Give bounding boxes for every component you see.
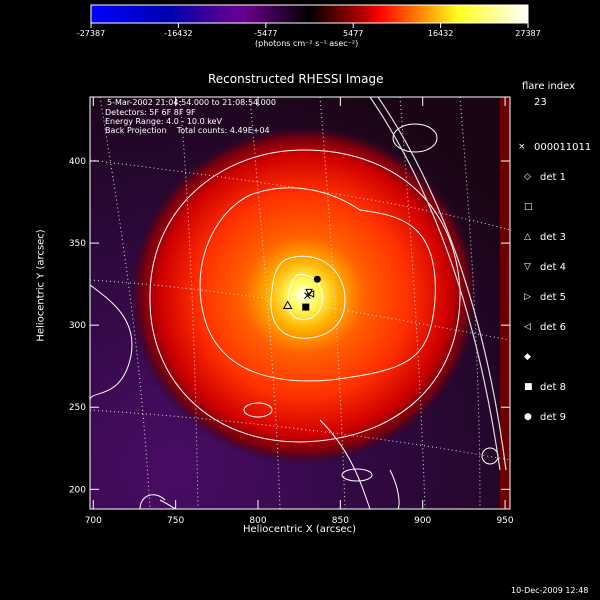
x-tick-label: 700 [85, 516, 102, 526]
y-tick-label: 200 [69, 485, 86, 495]
y-axis-label: Heliocentric Y (arcsec) [35, 229, 47, 342]
colorbar-tick-label: -16432 [164, 29, 192, 38]
legend-item-label: det 5 [540, 292, 566, 303]
legend-item-label: det 4 [540, 262, 566, 273]
legend-item-label: 000011011 [534, 142, 592, 153]
x-tick-label: 850 [332, 516, 349, 526]
colorbar-tick-label: 5477 [343, 29, 363, 38]
legend-item-label: det 6 [540, 322, 566, 333]
legend-symbol-icon: □ [524, 202, 533, 212]
legend-symbol-icon: ▷ [524, 292, 531, 302]
y-tick-label: 300 [69, 321, 86, 331]
legend-symbol-icon: ◆ [524, 352, 531, 362]
legend-item-label: det 3 [540, 232, 566, 243]
x-axis-label: Heliocentric X (arcsec) [243, 524, 357, 535]
legend-symbol-icon: ● [524, 412, 532, 422]
colorbar-tick-label: -27387 [77, 29, 105, 38]
annotation-detectors: Detectors: 5F 6F 8F 9F [105, 108, 196, 117]
marker-square [302, 303, 310, 311]
colorbar-tick-label: 27387 [515, 29, 540, 38]
axis-ticks: 700 750 800 850 900 950 200 250 300 350 400 [69, 97, 514, 526]
legend-symbol-icon: ◇ [524, 172, 531, 182]
y-tick-label: 350 [69, 239, 86, 249]
contour-lines [90, 123, 499, 509]
colorbar-units: (photons cm⁻² s⁻¹ asec⁻²) [255, 39, 359, 48]
x-tick-label: 900 [414, 516, 431, 526]
marker-circle [313, 275, 321, 283]
colorbar-ticks: -27387 -16432 -5477 5477 16432 27387 [77, 23, 541, 38]
legend-symbol-icon: ◁ [524, 322, 531, 332]
annotation-energy: Energy Range: 4.0 - 10.0 keV [105, 117, 222, 126]
colorbar-tick-label: 16432 [428, 29, 453, 38]
x-tick-label: 950 [496, 516, 513, 526]
legend-item-label: det 8 [540, 382, 566, 393]
legend-item-label: det 1 [540, 172, 566, 183]
colorbar [90, 4, 529, 24]
marker-triangle-left [306, 290, 315, 298]
annotation-method: Back Projection Total counts: 4.49E+04 [105, 126, 270, 135]
heatmap-image [90, 97, 510, 509]
flare-index-value: 23 [534, 97, 547, 108]
legend-title: flare index [522, 81, 576, 92]
y-tick-label: 250 [69, 403, 86, 413]
colorbar-tick-label: -5477 [254, 29, 277, 38]
annotation-time: 5-Mar-2002 21:04:54.000 to 21:08:54.000 [107, 98, 276, 107]
timestamp: 10-Dec-2009 12:48 [511, 586, 589, 595]
marker-triangle-up [282, 300, 293, 309]
legend-symbol-icon: ▽ [524, 262, 531, 272]
chart-title: Reconstructed RHESSI Image [208, 72, 384, 86]
x-tick-label: 750 [167, 516, 184, 526]
plot-frame [89, 96, 511, 510]
legend-item-label: det 9 [540, 412, 566, 423]
legend-symbol-icon: × [518, 142, 526, 152]
x-tick-label: 800 [249, 516, 266, 526]
y-tick-label: 400 [69, 157, 86, 167]
detector-markers [282, 275, 321, 311]
legend-symbol-icon: △ [524, 232, 531, 242]
limb-grid [90, 97, 510, 509]
legend-symbol-icon: ■ [524, 382, 533, 392]
